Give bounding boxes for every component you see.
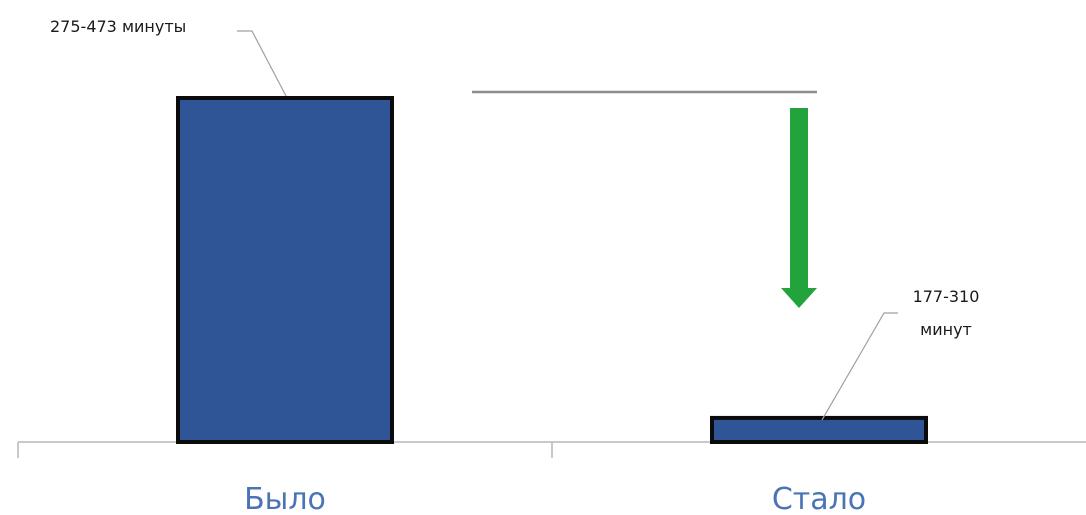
down-arrow-icon	[781, 108, 817, 308]
data-label: 275-473 минуты	[50, 17, 186, 36]
bar-1	[176, 96, 394, 444]
leader-line	[821, 312, 898, 421]
annotations	[237, 30, 898, 421]
labels: Было Стало 275-473 минуты 177-310 минут	[50, 17, 979, 515]
category-label: Было	[244, 482, 326, 515]
data-label: 177-310	[913, 287, 980, 306]
leader-line	[237, 30, 287, 97]
bar-2	[710, 415, 928, 445]
bars	[176, 96, 928, 445]
data-label: минут	[920, 320, 972, 339]
x-axis	[17, 441, 1086, 458]
category-label: Стало	[772, 482, 866, 515]
